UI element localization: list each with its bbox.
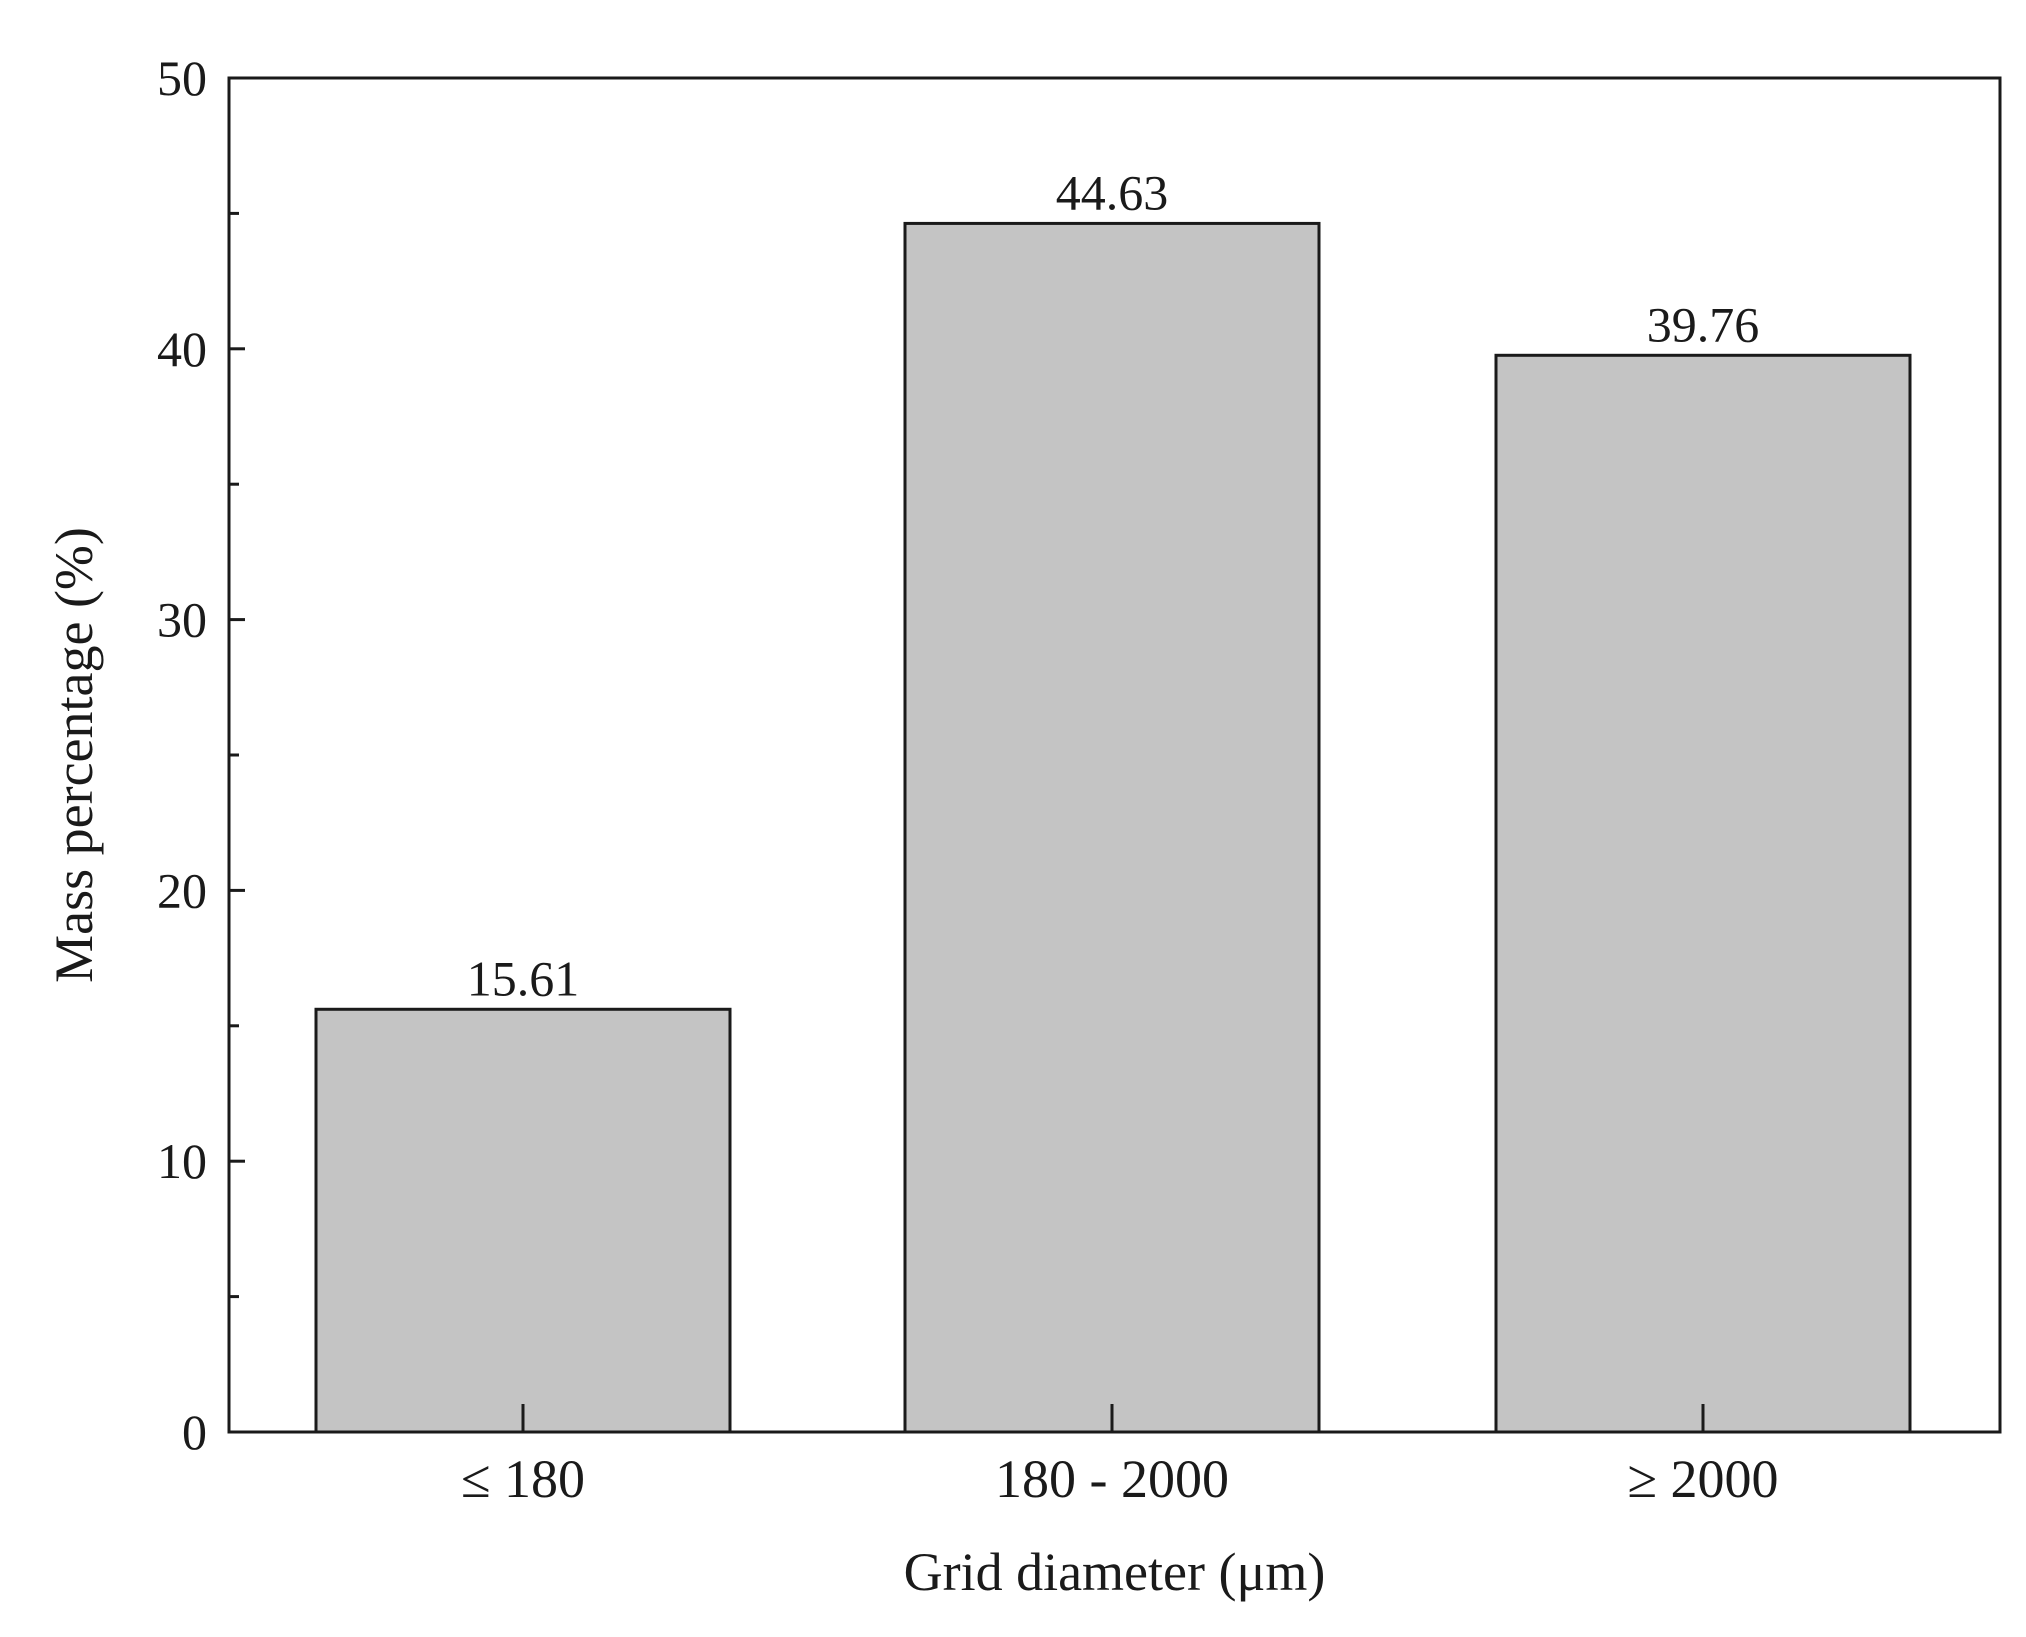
x-axis-title: Grid diameter (μm) [904, 1542, 1326, 1602]
x-tick-label-2: 180 - 2000 [995, 1449, 1229, 1509]
data-label-1: 15.61 [467, 950, 580, 1006]
bar-3 [1494, 353, 1912, 1434]
bar-2 [903, 221, 1321, 1434]
y-tick-label: 40 [157, 321, 207, 377]
data-labels-layer: 15.61 44.63 39.76 [467, 164, 1760, 1006]
x-axis-ticks: ≤ 180 180 - 2000 ≥ 2000 [461, 1404, 1779, 1509]
y-tick-label: 20 [157, 862, 207, 918]
y-tick-label: 30 [157, 592, 207, 648]
y-tick-label: 50 [157, 50, 207, 106]
y-axis-title: Mass percentage (%) [44, 527, 104, 983]
y-tick-label: 10 [157, 1133, 207, 1189]
data-label-3: 39.76 [1647, 296, 1760, 352]
x-tick-label-3: ≥ 2000 [1627, 1449, 1778, 1509]
bar-1 [314, 1007, 732, 1434]
bars-layer [314, 221, 1912, 1434]
y-axis-ticks: 0 10 20 30 40 50 [157, 50, 245, 1460]
x-tick-label-1: ≤ 180 [461, 1449, 585, 1509]
y-tick-label: 0 [182, 1404, 207, 1460]
data-label-2: 44.63 [1056, 164, 1169, 220]
